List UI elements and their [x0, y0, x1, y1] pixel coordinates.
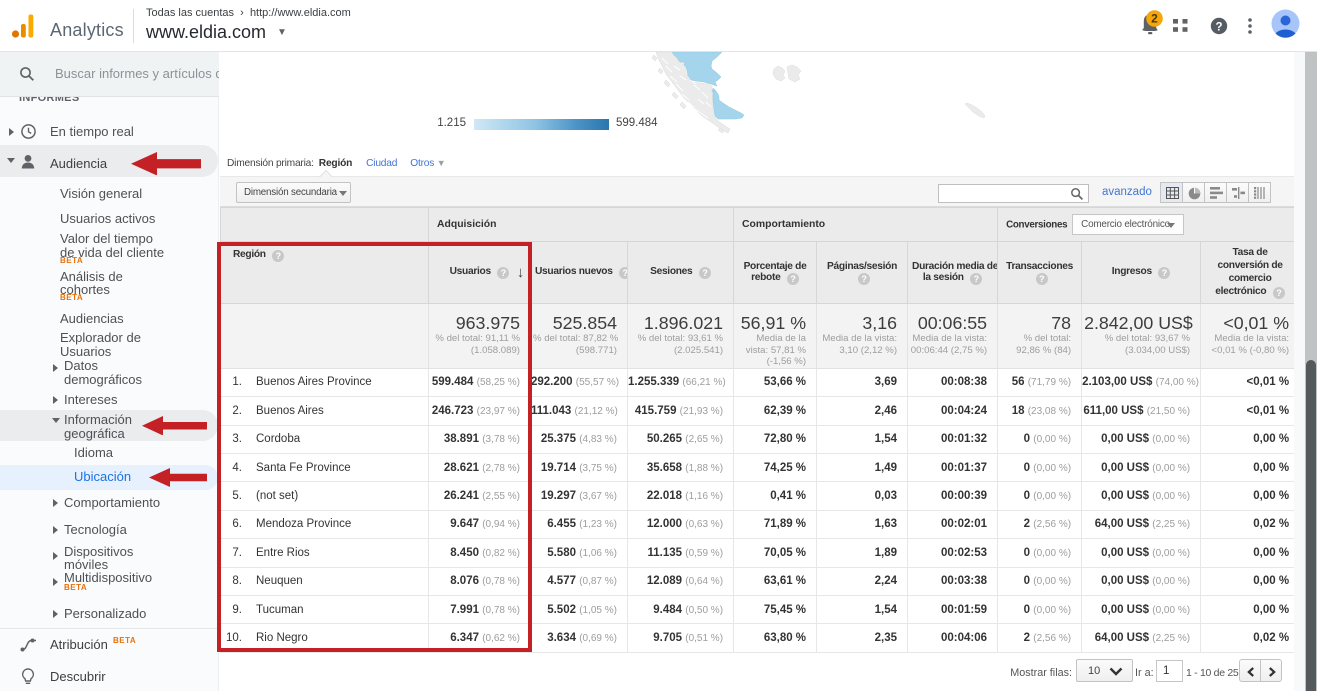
svg-text:2: 2 [1151, 12, 1158, 26]
svg-text:?: ? [1215, 21, 1222, 33]
